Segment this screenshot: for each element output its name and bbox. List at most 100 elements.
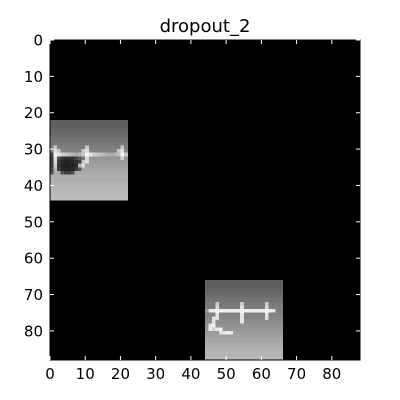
heatmap-cell: [53, 134, 58, 139]
heatmap-cell: [275, 334, 280, 339]
heatmap-cell: [120, 145, 125, 150]
heatmap-cell: [240, 356, 245, 361]
heatmap-cell: [50, 120, 54, 125]
heatmap-cell: [120, 196, 125, 201]
heatmap-cell: [208, 349, 213, 354]
heatmap-cell: [219, 280, 224, 285]
heatmap-cell: [113, 185, 118, 190]
heatmap-cell: [102, 178, 107, 183]
heatmap-cell: [208, 305, 213, 310]
heatmap-cell: [64, 130, 69, 135]
heatmap-cell: [50, 156, 54, 161]
heatmap-cell: [247, 290, 252, 295]
heatmap-cell: [64, 174, 69, 179]
heatmap-cell: [268, 301, 273, 306]
heatmap-cell: [102, 127, 107, 132]
heatmap-cell: [212, 312, 216, 317]
heatmap-cell: [102, 120, 107, 125]
heatmap-cell: [120, 141, 125, 146]
heatmap-cell: [233, 334, 238, 339]
heatmap-cell: [268, 298, 273, 303]
heatmap-cell: [81, 156, 86, 161]
heatmap-cell: [261, 283, 266, 288]
heatmap-cell: [78, 160, 83, 165]
heatmap-cell: [88, 174, 93, 179]
heatmap-cell: [257, 316, 262, 321]
heatmap-cell: [254, 338, 259, 343]
heatmap-cell: [67, 123, 72, 128]
heatmap-cell: [95, 181, 100, 186]
x-tick-label: 30: [146, 365, 165, 383]
heatmap-cell: [106, 163, 111, 168]
heatmap-cell: [226, 312, 231, 317]
heatmap-cell: [120, 181, 125, 186]
heatmap-cell: [113, 138, 118, 143]
heatmap-cell: [264, 312, 269, 317]
heatmap-cell: [71, 181, 76, 186]
heatmap-cell: [92, 145, 97, 150]
heatmap-cell: [261, 294, 266, 299]
heatmap-cell: [95, 170, 100, 175]
heatmap-cell: [233, 345, 238, 350]
heatmap-cell: [88, 178, 93, 183]
heatmap-cell: [78, 156, 83, 161]
heatmap-cell: [78, 127, 83, 132]
heatmap-cell: [243, 283, 248, 288]
heatmap-cell: [74, 185, 79, 190]
heatmap-cell: [226, 290, 231, 295]
heatmap-cell: [268, 290, 273, 295]
heatmap-cell: [116, 189, 121, 194]
heatmap-cell: [102, 185, 107, 190]
heatmap-cell: [123, 160, 128, 165]
heatmap-cell: [250, 330, 255, 335]
heatmap-cell: [240, 349, 245, 354]
heatmap-cell: [64, 152, 69, 157]
heatmap-cell: [123, 123, 128, 128]
heatmap-cell: [99, 145, 104, 150]
heatmap-cell: [226, 330, 231, 335]
heatmap-cell: [67, 181, 72, 186]
heatmap-cell: [240, 287, 245, 292]
heatmap-cell: [236, 316, 241, 321]
plot-area: [50, 40, 360, 361]
heatmap-cell: [275, 301, 280, 306]
heatmap-cell: [85, 189, 90, 194]
heatmap-cell: [254, 283, 259, 288]
heatmap-cell: [67, 163, 72, 168]
heatmap-cell: [250, 345, 255, 350]
heatmap-cell: [212, 352, 216, 357]
heatmap-cell: [78, 130, 83, 135]
heatmap-cell: [74, 127, 79, 132]
heatmap-cell: [236, 312, 241, 317]
heatmap-cell: [215, 356, 220, 361]
heatmap-cell: [67, 141, 72, 146]
heatmap-cell: [229, 341, 234, 346]
heatmap-cell: [254, 352, 259, 357]
heatmap-cell: [102, 196, 107, 201]
heatmap-cell: [109, 120, 114, 125]
heatmap-cell: [208, 356, 213, 361]
heatmap-cell: [78, 123, 83, 128]
heatmap-cell: [275, 305, 280, 310]
heatmap-cell: [205, 341, 209, 346]
heatmap-cell: [95, 138, 100, 143]
heatmap-cell: [64, 156, 69, 161]
heatmap-cell: [212, 280, 216, 285]
heatmap-cell: [250, 290, 255, 295]
heatmap-cell: [254, 290, 259, 295]
heatmap-cell: [85, 178, 90, 183]
heatmap-cell: [123, 174, 128, 179]
heatmap-cell: [92, 149, 97, 154]
heatmap-cell: [53, 196, 58, 201]
heatmap-cell: [268, 312, 273, 317]
heatmap-cell: [99, 134, 104, 139]
heatmap-cell: [219, 298, 224, 303]
heatmap-cell: [275, 283, 280, 288]
heatmap-cell: [240, 290, 245, 295]
heatmap-cell: [81, 185, 86, 190]
heatmap-cell: [50, 145, 54, 150]
heatmap-cell: [74, 152, 79, 157]
heatmap-cell: [233, 280, 238, 285]
heatmap-cell: [81, 178, 86, 183]
heatmap-cell: [215, 345, 220, 350]
